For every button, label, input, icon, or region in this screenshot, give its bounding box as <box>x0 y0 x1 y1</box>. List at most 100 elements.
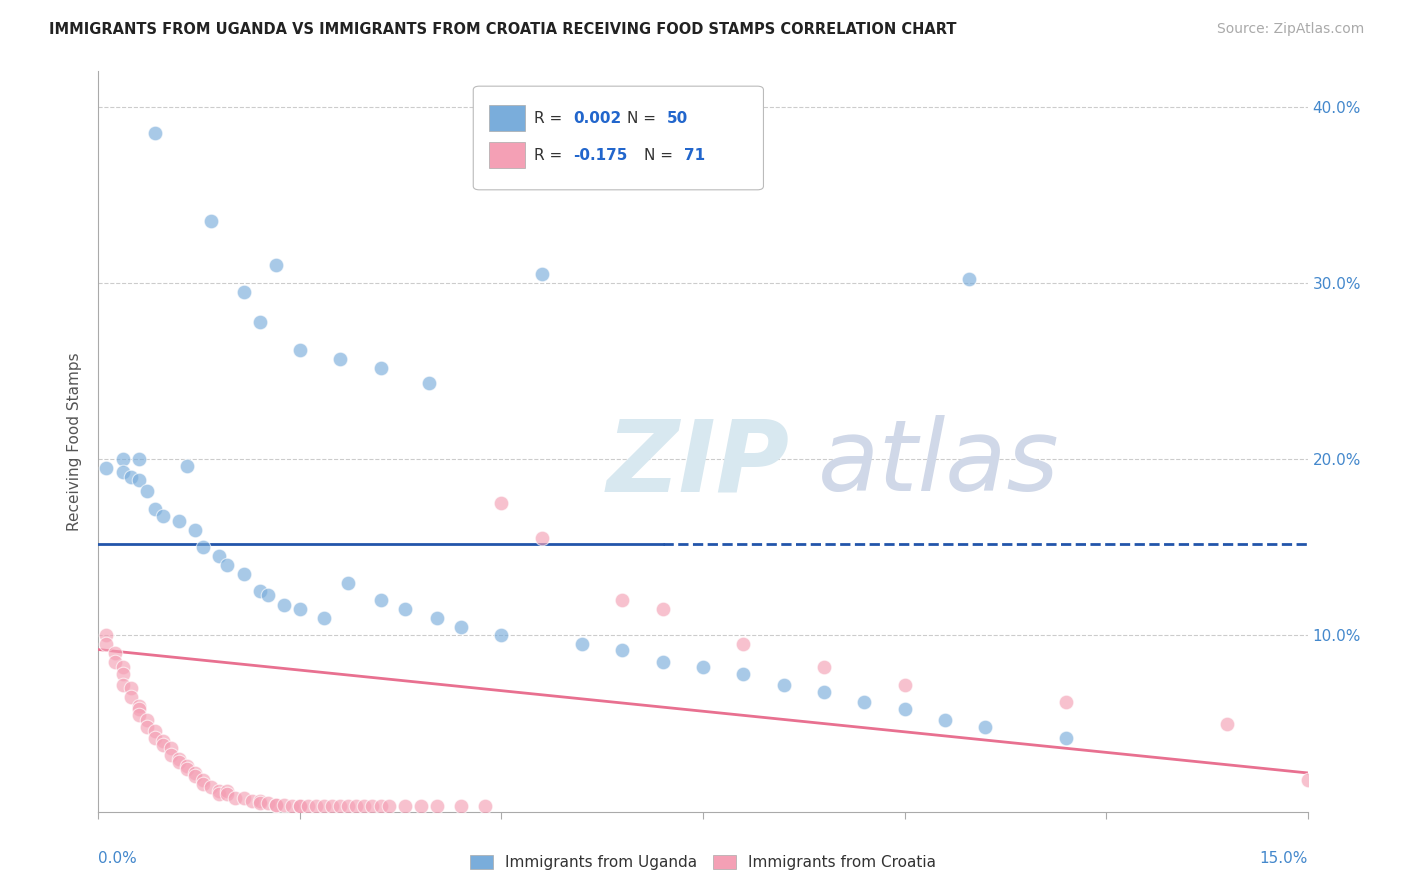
Point <box>120 690 142 705</box>
Point <box>96 628 118 642</box>
Point <box>491 496 513 510</box>
Point <box>337 575 360 590</box>
Point <box>120 470 142 484</box>
Point <box>974 720 997 734</box>
Point <box>329 351 352 366</box>
Point <box>1054 731 1077 745</box>
Point <box>893 702 915 716</box>
Point <box>176 759 198 773</box>
Point <box>1296 772 1319 787</box>
FancyBboxPatch shape <box>489 104 526 130</box>
Point <box>249 584 271 599</box>
Point <box>305 799 328 814</box>
Point <box>426 611 449 625</box>
Point <box>217 558 239 572</box>
Point <box>240 794 263 808</box>
Point <box>111 465 134 479</box>
Point <box>152 734 174 748</box>
Point <box>111 678 134 692</box>
Point <box>249 796 271 810</box>
Point <box>135 720 157 734</box>
Point <box>103 655 125 669</box>
Point <box>934 713 956 727</box>
Point <box>193 776 215 790</box>
Point <box>128 707 150 722</box>
Point <box>491 628 513 642</box>
Point <box>288 602 311 616</box>
Point <box>426 799 449 814</box>
Point <box>143 126 166 140</box>
Point <box>370 593 392 607</box>
Point <box>184 523 207 537</box>
Point <box>128 698 150 713</box>
Point <box>692 660 714 674</box>
Point <box>337 799 360 814</box>
Point <box>232 790 254 805</box>
Point <box>530 532 553 546</box>
Point <box>167 752 190 766</box>
Point <box>152 508 174 523</box>
Text: 15.0%: 15.0% <box>1260 850 1308 865</box>
Point <box>167 756 190 770</box>
Text: N =: N = <box>627 111 661 126</box>
Text: R =: R = <box>534 147 567 162</box>
Point <box>273 599 295 613</box>
Point <box>853 695 876 709</box>
Point <box>232 566 254 581</box>
Point <box>111 660 134 674</box>
Point <box>288 343 311 357</box>
Point <box>143 723 166 738</box>
Point <box>200 214 222 228</box>
Point <box>152 738 174 752</box>
Point <box>321 799 343 814</box>
Point <box>314 611 336 625</box>
Point <box>193 541 215 555</box>
Point <box>128 452 150 467</box>
Point <box>377 799 399 814</box>
Point <box>353 799 375 814</box>
Point <box>288 799 311 814</box>
Point <box>208 549 231 563</box>
Point <box>612 593 634 607</box>
Text: atlas: atlas <box>818 416 1060 512</box>
Point <box>208 787 231 801</box>
Point <box>370 360 392 375</box>
Point <box>103 646 125 660</box>
Point <box>143 731 166 745</box>
Point <box>217 783 239 797</box>
Point <box>370 799 392 814</box>
Point <box>893 678 915 692</box>
Point <box>160 741 183 756</box>
FancyBboxPatch shape <box>474 87 763 190</box>
Point <box>344 799 367 814</box>
Point <box>273 797 295 812</box>
Text: 50: 50 <box>666 111 688 126</box>
Point <box>96 637 118 651</box>
Point <box>224 790 246 805</box>
Text: -0.175: -0.175 <box>574 147 628 162</box>
Text: Source: ZipAtlas.com: Source: ZipAtlas.com <box>1216 22 1364 37</box>
Point <box>314 799 336 814</box>
Point <box>571 637 593 651</box>
Point <box>530 267 553 281</box>
Point <box>281 799 304 814</box>
Point <box>256 588 278 602</box>
Legend: Immigrants from Uganda, Immigrants from Croatia: Immigrants from Uganda, Immigrants from … <box>463 847 943 878</box>
Point <box>135 483 157 498</box>
Point <box>1216 716 1239 731</box>
Point <box>264 258 287 272</box>
Text: N =: N = <box>644 147 678 162</box>
Point <box>167 514 190 528</box>
Point <box>232 285 254 299</box>
Point <box>1054 695 1077 709</box>
Point <box>176 459 198 474</box>
Point <box>651 602 673 616</box>
Point <box>409 799 432 814</box>
Point <box>733 667 755 681</box>
Point <box>184 766 207 780</box>
Text: IMMIGRANTS FROM UGANDA VS IMMIGRANTS FROM CROATIA RECEIVING FOOD STAMPS CORRELAT: IMMIGRANTS FROM UGANDA VS IMMIGRANTS FRO… <box>49 22 956 37</box>
Point <box>297 799 319 814</box>
Point <box>957 272 980 286</box>
Point <box>120 681 142 696</box>
Point <box>96 461 118 475</box>
